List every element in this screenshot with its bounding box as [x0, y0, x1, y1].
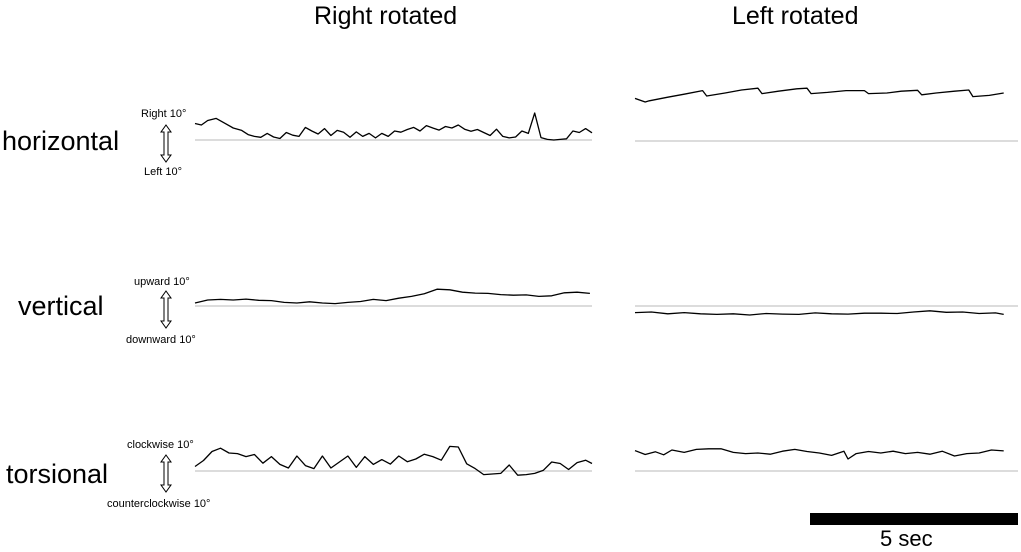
row-label-vertical: vertical [18, 291, 104, 321]
vertical-positive-label: upward 10° [134, 276, 190, 288]
time-scale-label: 5 sec [880, 526, 933, 551]
torsional-positive-label: clockwise 10° [127, 439, 194, 451]
torsional-double-arrow-icon [160, 454, 172, 493]
horizontal-double-arrow-icon [160, 124, 172, 163]
trace-line-2 [194, 445, 593, 476]
horizontal-negative-label: Left 10° [144, 166, 183, 178]
column-title-right-rotated: Right rotated [314, 2, 458, 30]
trace-line-0 [194, 112, 593, 141]
horizontal-positive-label: Right 10° [141, 108, 187, 120]
row-label-torsional: torsional [6, 459, 109, 489]
column-title-left-rotated: Left rotated [732, 2, 859, 30]
torsional-negative-label: counterclockwise 10° [107, 498, 211, 510]
trace-line-1 [194, 288, 590, 305]
trace-line-5 [634, 448, 1004, 460]
trace-line-3 [634, 87, 1004, 103]
time-scale-bar [810, 513, 1018, 525]
vertical-double-arrow-icon [160, 290, 172, 329]
row-label-horizontal: horizontal [2, 126, 120, 156]
vertical-negative-label: downward 10° [126, 334, 196, 346]
trace-line-4 [634, 310, 1004, 316]
